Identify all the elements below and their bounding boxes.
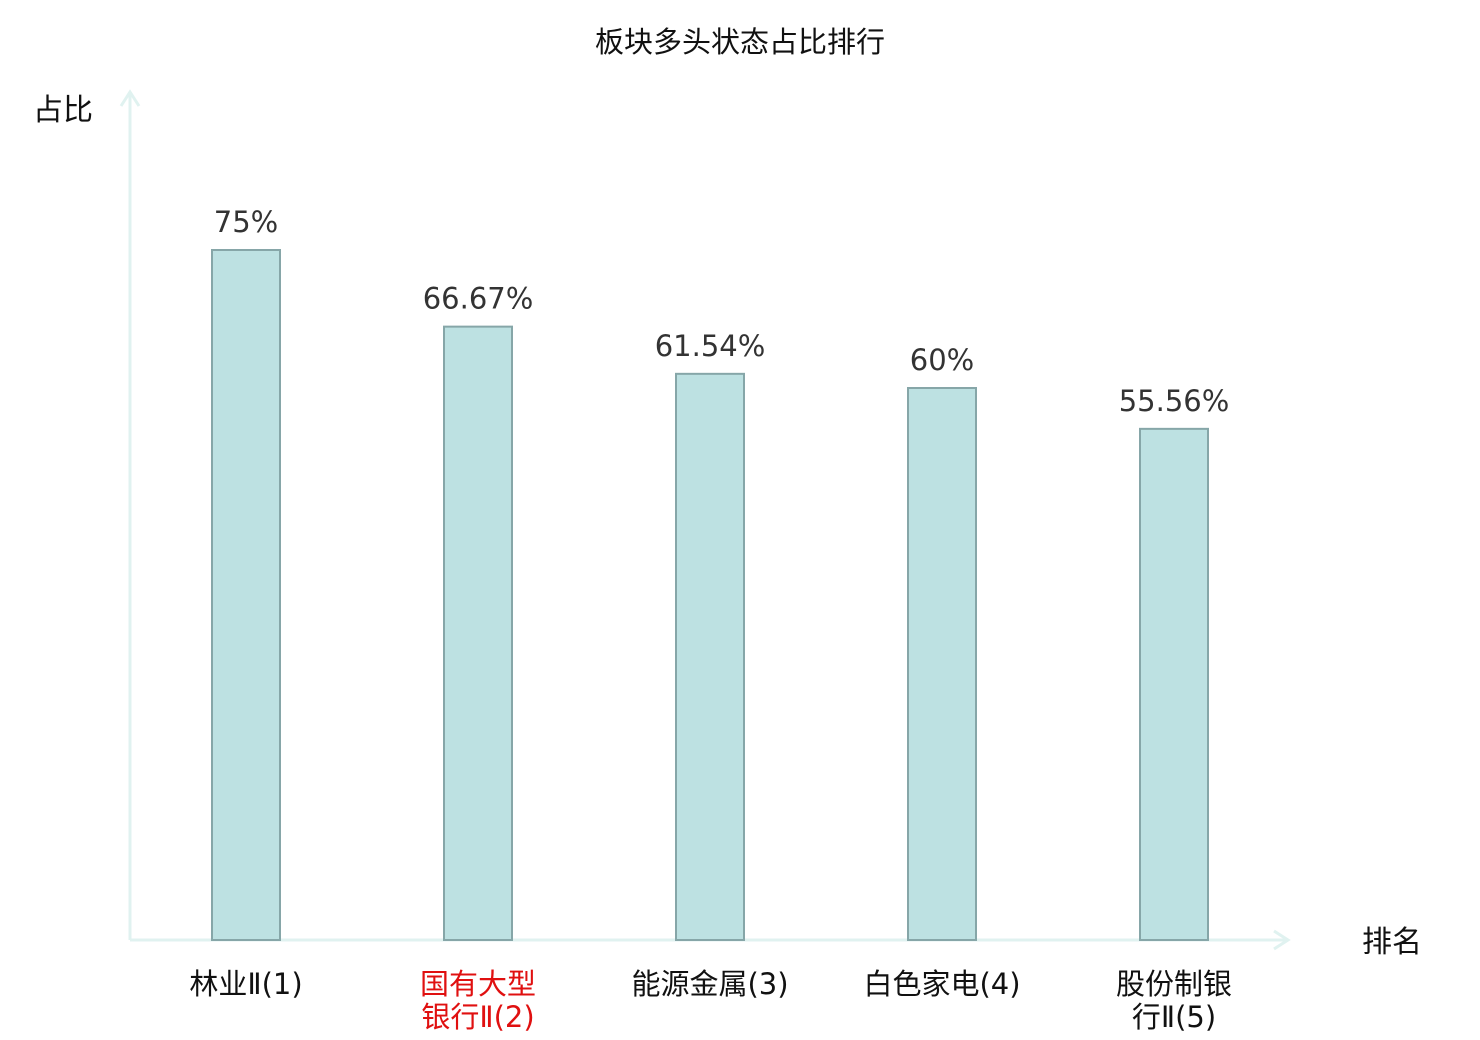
value-label: 60% — [910, 343, 974, 377]
category-label-line: 银行Ⅱ(2) — [421, 1000, 534, 1034]
value-labels: 75% 66.67% 61.54% 60% 55.56% — [214, 205, 1230, 418]
category-label: 白色家电(4) — [863, 967, 1020, 1001]
category-label: 股份制银行Ⅱ(5) — [1116, 967, 1232, 1034]
category-label-line: 行Ⅱ(5) — [1132, 1000, 1216, 1034]
value-label: 66.67% — [423, 282, 534, 316]
chart-title: 板块多头状态占比排行 — [595, 25, 885, 59]
bar — [1139, 427, 1209, 941]
bar — [211, 249, 281, 941]
y-axis-label: 占比 — [33, 93, 93, 128]
category-label-line: 林业Ⅱ(1) — [189, 967, 302, 1001]
category-label-line: 白色家电(4) — [863, 967, 1020, 1001]
category-label-line: 股份制银 — [1116, 967, 1232, 1001]
category-label: 国有大型银行Ⅱ(2) — [420, 967, 536, 1034]
value-label: 55.56% — [1119, 384, 1230, 418]
category-label: 林业Ⅱ(1) — [189, 967, 302, 1001]
value-label: 75% — [214, 205, 278, 239]
x-axis-arrow — [1273, 929, 1291, 951]
bar — [907, 387, 977, 941]
bars — [211, 249, 1209, 942]
category-labels: 林业Ⅱ(1) 国有大型银行Ⅱ(2) 能源金属(3) 白色家电(4) 股份制银行Ⅱ(5) — [189, 967, 1232, 1034]
bar — [443, 325, 513, 941]
x-axis-label: 排名 — [1362, 925, 1422, 960]
y-axis-arrow — [119, 89, 141, 107]
bar — [675, 372, 745, 942]
category-label-line: 能源金属(3) — [631, 967, 788, 1001]
category-label-line: 国有大型 — [420, 967, 536, 1001]
category-label: 能源金属(3) — [631, 967, 788, 1001]
value-label: 61.54% — [655, 329, 766, 363]
